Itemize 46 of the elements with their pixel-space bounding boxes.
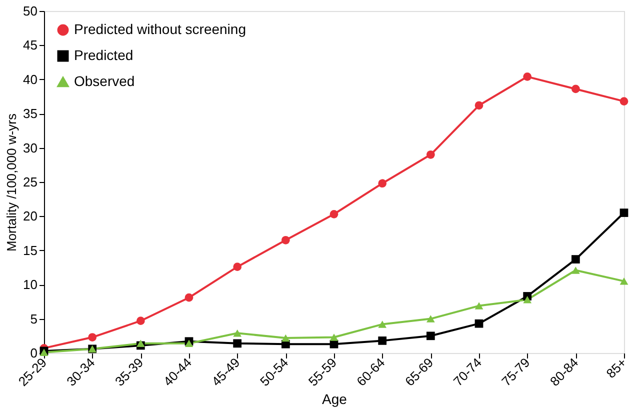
point <box>330 210 338 218</box>
y-tick-label: 50 <box>23 4 38 18</box>
point <box>620 278 628 285</box>
y-tick-label: 30 <box>23 140 38 156</box>
point <box>523 72 532 81</box>
y-tick-label: 0 <box>30 346 38 360</box>
point <box>474 101 484 110</box>
point <box>426 150 435 159</box>
legend-label: Predicted <box>74 47 134 63</box>
y-tick-label: 5 <box>30 311 38 326</box>
point <box>136 316 145 326</box>
point <box>426 315 435 322</box>
point <box>88 333 97 342</box>
point <box>136 340 145 348</box>
point <box>233 330 242 337</box>
y-tick-label: 35 <box>23 106 38 122</box>
legend-label: Observed <box>74 73 135 89</box>
y-tick-label: 25 <box>23 174 38 190</box>
point <box>620 208 628 217</box>
y-tick-label: 45 <box>23 38 38 53</box>
y-tick-label: 10 <box>23 277 38 292</box>
point <box>378 336 387 345</box>
point <box>378 320 387 328</box>
point <box>184 293 194 302</box>
y-axis-title: Mortality /100,000 w-yrs <box>4 113 20 252</box>
legend-label: Predicted without screening <box>74 21 246 37</box>
x-tick-label: 85+ <box>603 354 630 382</box>
y-tick-label: 20 <box>23 208 38 224</box>
point <box>571 255 580 264</box>
point <box>426 332 435 340</box>
point <box>233 339 242 348</box>
point <box>523 296 532 304</box>
point <box>620 97 628 106</box>
point <box>378 179 387 188</box>
point <box>184 340 194 348</box>
point <box>281 334 290 342</box>
point <box>571 266 580 274</box>
point <box>233 262 242 271</box>
y-tick-label: 15 <box>23 242 38 258</box>
point <box>474 302 484 310</box>
x-axis-title: Age <box>322 390 348 407</box>
point <box>571 84 580 94</box>
point <box>330 334 338 341</box>
point <box>281 236 290 244</box>
y-tick-label: 40 <box>23 72 38 87</box>
point <box>474 319 484 328</box>
